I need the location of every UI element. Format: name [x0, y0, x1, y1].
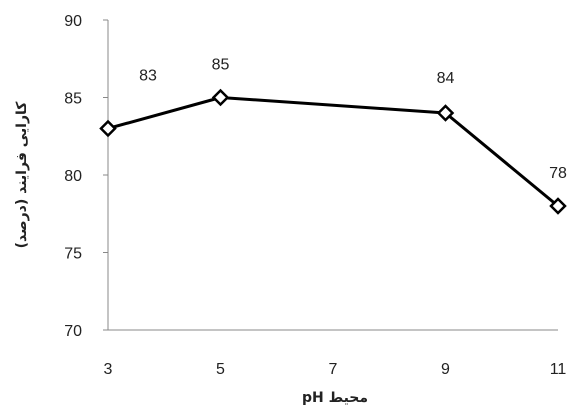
y-axis-title: کارایی فرایند (درصد)	[14, 101, 30, 249]
series-line	[107, 96, 559, 208]
x-tick-label: 9	[441, 361, 450, 378]
data-label: 84	[437, 70, 455, 87]
x-tick-label: 7	[329, 361, 338, 378]
series	[99, 88, 567, 215]
x-tick-label: 3	[104, 361, 113, 378]
y-tick-label: 70	[64, 323, 82, 340]
data-point-marker	[549, 197, 567, 215]
y-tick-label: 85	[64, 91, 82, 108]
ticks: 70 75 80 85 90 3 5 7 9 11	[64, 13, 566, 378]
data-label: 85	[212, 57, 230, 74]
data-labels: 83 85 84 78	[139, 57, 567, 183]
data-label: 78	[549, 165, 567, 182]
x-axis-title: pH محیط	[302, 390, 368, 406]
x-tick-label: 5	[216, 361, 225, 378]
axes	[107, 20, 558, 331]
data-point-marker	[99, 119, 117, 138]
y-tick-label: 90	[64, 13, 82, 30]
data-point-marker	[211, 88, 230, 107]
y-tick-label: 80	[64, 168, 82, 185]
y-tick-label: 75	[64, 246, 82, 263]
data-point-marker	[436, 104, 455, 122]
data-label: 83	[139, 68, 157, 85]
x-tick-label: 11	[550, 361, 567, 378]
